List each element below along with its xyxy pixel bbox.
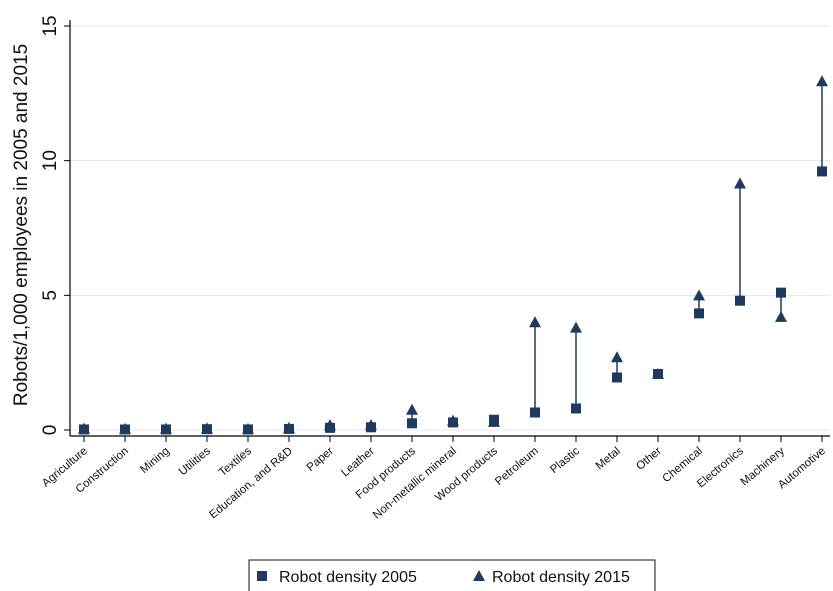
legend-box	[248, 559, 656, 591]
marker-2015	[78, 422, 90, 434]
marker-2015	[775, 310, 787, 322]
marker-2015	[324, 419, 336, 431]
marker-2015	[734, 177, 746, 189]
grid-lines	[70, 25, 830, 431]
x-tick-label: Textiles	[217, 445, 254, 479]
marker-2005	[530, 407, 540, 418]
marker-2015	[242, 422, 254, 434]
legend: Robot density 2005 Robot density 2015	[248, 559, 656, 591]
marker-2015	[652, 367, 664, 379]
marker-2015	[529, 316, 541, 328]
legend-marker-2015	[473, 570, 485, 581]
marker-2015	[201, 422, 213, 434]
marker-2015	[283, 421, 295, 433]
marker-2005	[407, 418, 417, 429]
marker-2005	[612, 372, 622, 383]
marker-2015	[816, 75, 828, 87]
x-tick-label: Utilities	[177, 445, 213, 478]
x-tick-label: Paper	[305, 445, 336, 474]
y-tick-label-15: 15	[40, 15, 61, 36]
marker-2005	[571, 403, 581, 414]
marker-2015	[488, 415, 500, 427]
marker-2015	[611, 351, 623, 363]
x-tick-label: Mining	[138, 445, 172, 476]
marker-2015	[119, 422, 131, 434]
axes	[64, 20, 830, 442]
legend-label-2005: Robot density 2005	[279, 569, 417, 586]
y-tick-label-5: 5	[40, 290, 61, 301]
y-tick-label-0: 0	[40, 425, 61, 436]
marker-2015	[693, 289, 705, 301]
legend-label-2015: Robot density 2015	[492, 569, 630, 586]
data-marks	[78, 75, 828, 435]
marker-2015	[160, 422, 172, 434]
y-axis-title: Robots/1,000 employees in 2005 and 2015	[11, 44, 32, 406]
marker-2015	[447, 414, 459, 426]
marker-2015	[406, 403, 418, 415]
marker-2015	[570, 321, 582, 333]
x-tick-label: Metal	[594, 445, 623, 472]
x-tick-label: Other	[634, 445, 664, 473]
marker-2005	[776, 287, 786, 298]
marker-2005	[735, 295, 745, 306]
legend-marker-2005	[257, 571, 267, 581]
marker-2005	[694, 308, 704, 319]
y-tick-label-10: 10	[40, 150, 61, 171]
x-tick-label: Petroleum	[493, 445, 541, 488]
x-tick-label: Plastic	[548, 445, 582, 476]
x-tick-label: Leather	[339, 445, 377, 479]
marker-2015	[365, 419, 377, 431]
y-tick-labels: 0 5 10 15	[40, 15, 61, 435]
marker-2005	[817, 166, 827, 177]
